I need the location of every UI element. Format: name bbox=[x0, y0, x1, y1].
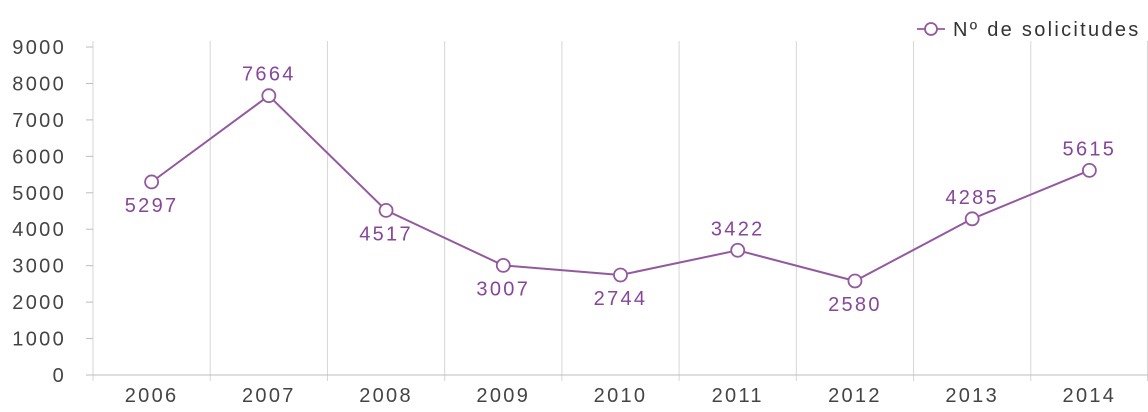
y-tick-label: 0 bbox=[53, 365, 66, 387]
y-axis-ticks: 0 1000 2000 3000 4000 5000 6000 7000 8000 9000 bbox=[12, 37, 93, 387]
y-tick-label: 2000 bbox=[12, 292, 66, 314]
data-label: 4517 bbox=[359, 223, 413, 245]
data-label: 5297 bbox=[125, 195, 179, 217]
y-tick-label: 1000 bbox=[12, 329, 66, 351]
data-point bbox=[144, 174, 160, 190]
x-tick-label: 2014 bbox=[1063, 385, 1117, 407]
data-point bbox=[613, 267, 628, 283]
legend-open-circle-icon bbox=[924, 22, 938, 36]
data-label: 2580 bbox=[828, 294, 882, 316]
data-label: 3422 bbox=[711, 218, 765, 240]
data-label: 4285 bbox=[945, 187, 999, 209]
data-point bbox=[730, 242, 746, 258]
x-tick-label: 2006 bbox=[125, 385, 179, 407]
data-label: 3007 bbox=[476, 278, 530, 300]
y-tick-label: 5000 bbox=[12, 183, 66, 205]
data-labels: 5297 7664 4517 3007 2744 3422 2580 4285 5615 bbox=[125, 64, 1117, 316]
data-point bbox=[378, 202, 394, 218]
x-tick-label: 2007 bbox=[242, 385, 296, 407]
y-tick-label: 7000 bbox=[12, 110, 66, 132]
x-tick-label: 2012 bbox=[828, 385, 882, 407]
data-label: 5615 bbox=[1063, 138, 1117, 160]
data-point bbox=[1081, 162, 1097, 178]
y-tick-label: 8000 bbox=[12, 73, 66, 95]
data-label: 7664 bbox=[242, 64, 296, 86]
x-tick-label: 2013 bbox=[945, 385, 999, 407]
data-label: 2744 bbox=[594, 288, 648, 310]
y-tick-label: 4000 bbox=[12, 219, 66, 241]
x-tick-label: 2011 bbox=[712, 385, 764, 407]
y-tick-label: 3000 bbox=[12, 256, 66, 278]
data-point bbox=[964, 211, 980, 227]
data-point bbox=[495, 258, 511, 273]
x-axis-ticks: 2006 2007 2008 2009 2010 2011 2012 2013 2014 bbox=[125, 385, 1117, 407]
x-tick-label: 2010 bbox=[594, 385, 648, 407]
legend: Nº de solicitudes bbox=[917, 19, 1141, 41]
x-tick-label: 2008 bbox=[359, 385, 413, 407]
data-point bbox=[847, 273, 863, 289]
legend-label: Nº de solicitudes bbox=[953, 19, 1141, 41]
series-group bbox=[144, 88, 1097, 289]
y-tick-label: 6000 bbox=[12, 146, 66, 168]
x-tick-label: 2009 bbox=[476, 385, 530, 407]
data-point bbox=[261, 88, 277, 104]
y-tick-label: 9000 bbox=[12, 37, 66, 59]
